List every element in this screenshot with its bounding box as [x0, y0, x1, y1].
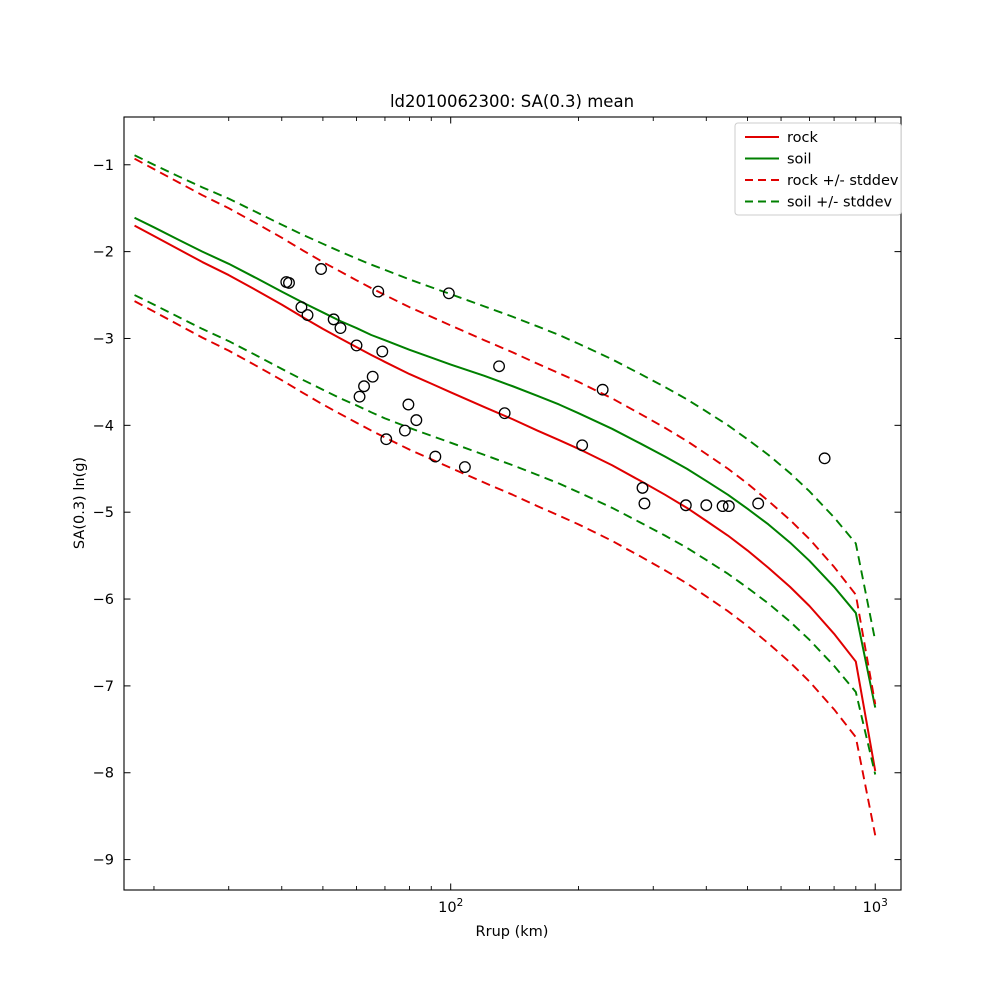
scatter-point [429, 450, 442, 463]
plot-area-background [124, 117, 901, 890]
scatter-point [498, 407, 511, 420]
scatter-point [679, 499, 692, 512]
scatter-point [700, 499, 713, 512]
scatter-point [410, 414, 423, 427]
legend-label: rock [787, 130, 818, 146]
scatter-point [334, 322, 347, 335]
scatter-point [576, 439, 589, 452]
scatter-point [716, 500, 729, 513]
series-line-soil-stddev-lower [134, 294, 877, 775]
legend-entry-soil[interactable]: soil [745, 152, 811, 168]
series-line-rock [134, 224, 877, 772]
series-line-soil-stddev-upper [134, 154, 877, 641]
series-line-rock-stddev-upper [134, 157, 877, 705]
y-tick-label: −9 [93, 853, 114, 869]
scatter-point [358, 380, 370, 393]
y-axis-ticks: −1 −2 −3 −4 −5 −6 −7 −8 −9 [93, 158, 901, 869]
legend-label: rock +/- stddev [787, 173, 899, 189]
scatter-point [372, 285, 385, 298]
chart-title: ld2010062300: SA(0.3) mean [390, 92, 634, 111]
scatter-point [493, 360, 506, 373]
y-tick-label: −4 [93, 418, 114, 434]
scatter-point [636, 481, 649, 494]
legend-box [734, 122, 902, 216]
scatter-point [458, 461, 471, 473]
scatter-point [283, 276, 295, 289]
scatter-point [442, 287, 455, 300]
legend-entry-rock-stddev[interactable]: rock +/- stddev [745, 173, 899, 189]
y-tick-label: −1 [93, 158, 114, 174]
scatter-point [315, 263, 328, 275]
y-axis-label: SA(0.3) ln(g) [72, 457, 88, 549]
series-layer [134, 154, 877, 836]
scatter-point [376, 345, 389, 358]
scatter-point [818, 452, 831, 465]
scatter-point [366, 370, 379, 383]
x-tick-label: 103 [863, 897, 888, 916]
axes-frame [123, 116, 902, 891]
chart-legend[interactable]: rock soil rock +/- stddev soil +/- stddev [734, 122, 902, 216]
y-tick-label: −3 [93, 331, 114, 347]
axes-background [124, 117, 901, 890]
x-axis-label: Rrup (km) [476, 924, 549, 940]
legend-label: soil [787, 152, 811, 168]
scatter-points-layer [280, 263, 831, 513]
scatter-point [380, 433, 393, 446]
scatter-point [402, 398, 415, 411]
scatter-point [327, 313, 340, 326]
scatter-point [295, 301, 308, 314]
y-tick-label: −6 [93, 592, 114, 608]
y-tick-label: −2 [93, 245, 114, 261]
scatter-point [752, 497, 765, 510]
legend-entry-soil-stddev[interactable]: soil +/- stddev [745, 195, 893, 211]
x-axis-ticks: 102 103 [153, 117, 888, 916]
scatter-point [398, 424, 411, 437]
scatter-point [301, 309, 314, 321]
legend-label: soil +/- stddev [787, 195, 893, 211]
x-tick-label: 102 [438, 897, 463, 916]
scatter-point [350, 339, 363, 352]
scatter-point [596, 383, 609, 396]
legend-entry-rock[interactable]: rock [745, 130, 818, 146]
y-tick-label: −5 [93, 505, 114, 521]
scatter-point [638, 497, 651, 510]
plot-frame [123, 116, 902, 891]
series-line-soil [134, 216, 877, 708]
scatter-point [722, 500, 735, 513]
scatter-point [353, 390, 366, 403]
series-line-rock-stddev-lower [134, 300, 877, 836]
y-tick-label: −8 [93, 766, 114, 782]
y-tick-label: −7 [93, 679, 114, 695]
